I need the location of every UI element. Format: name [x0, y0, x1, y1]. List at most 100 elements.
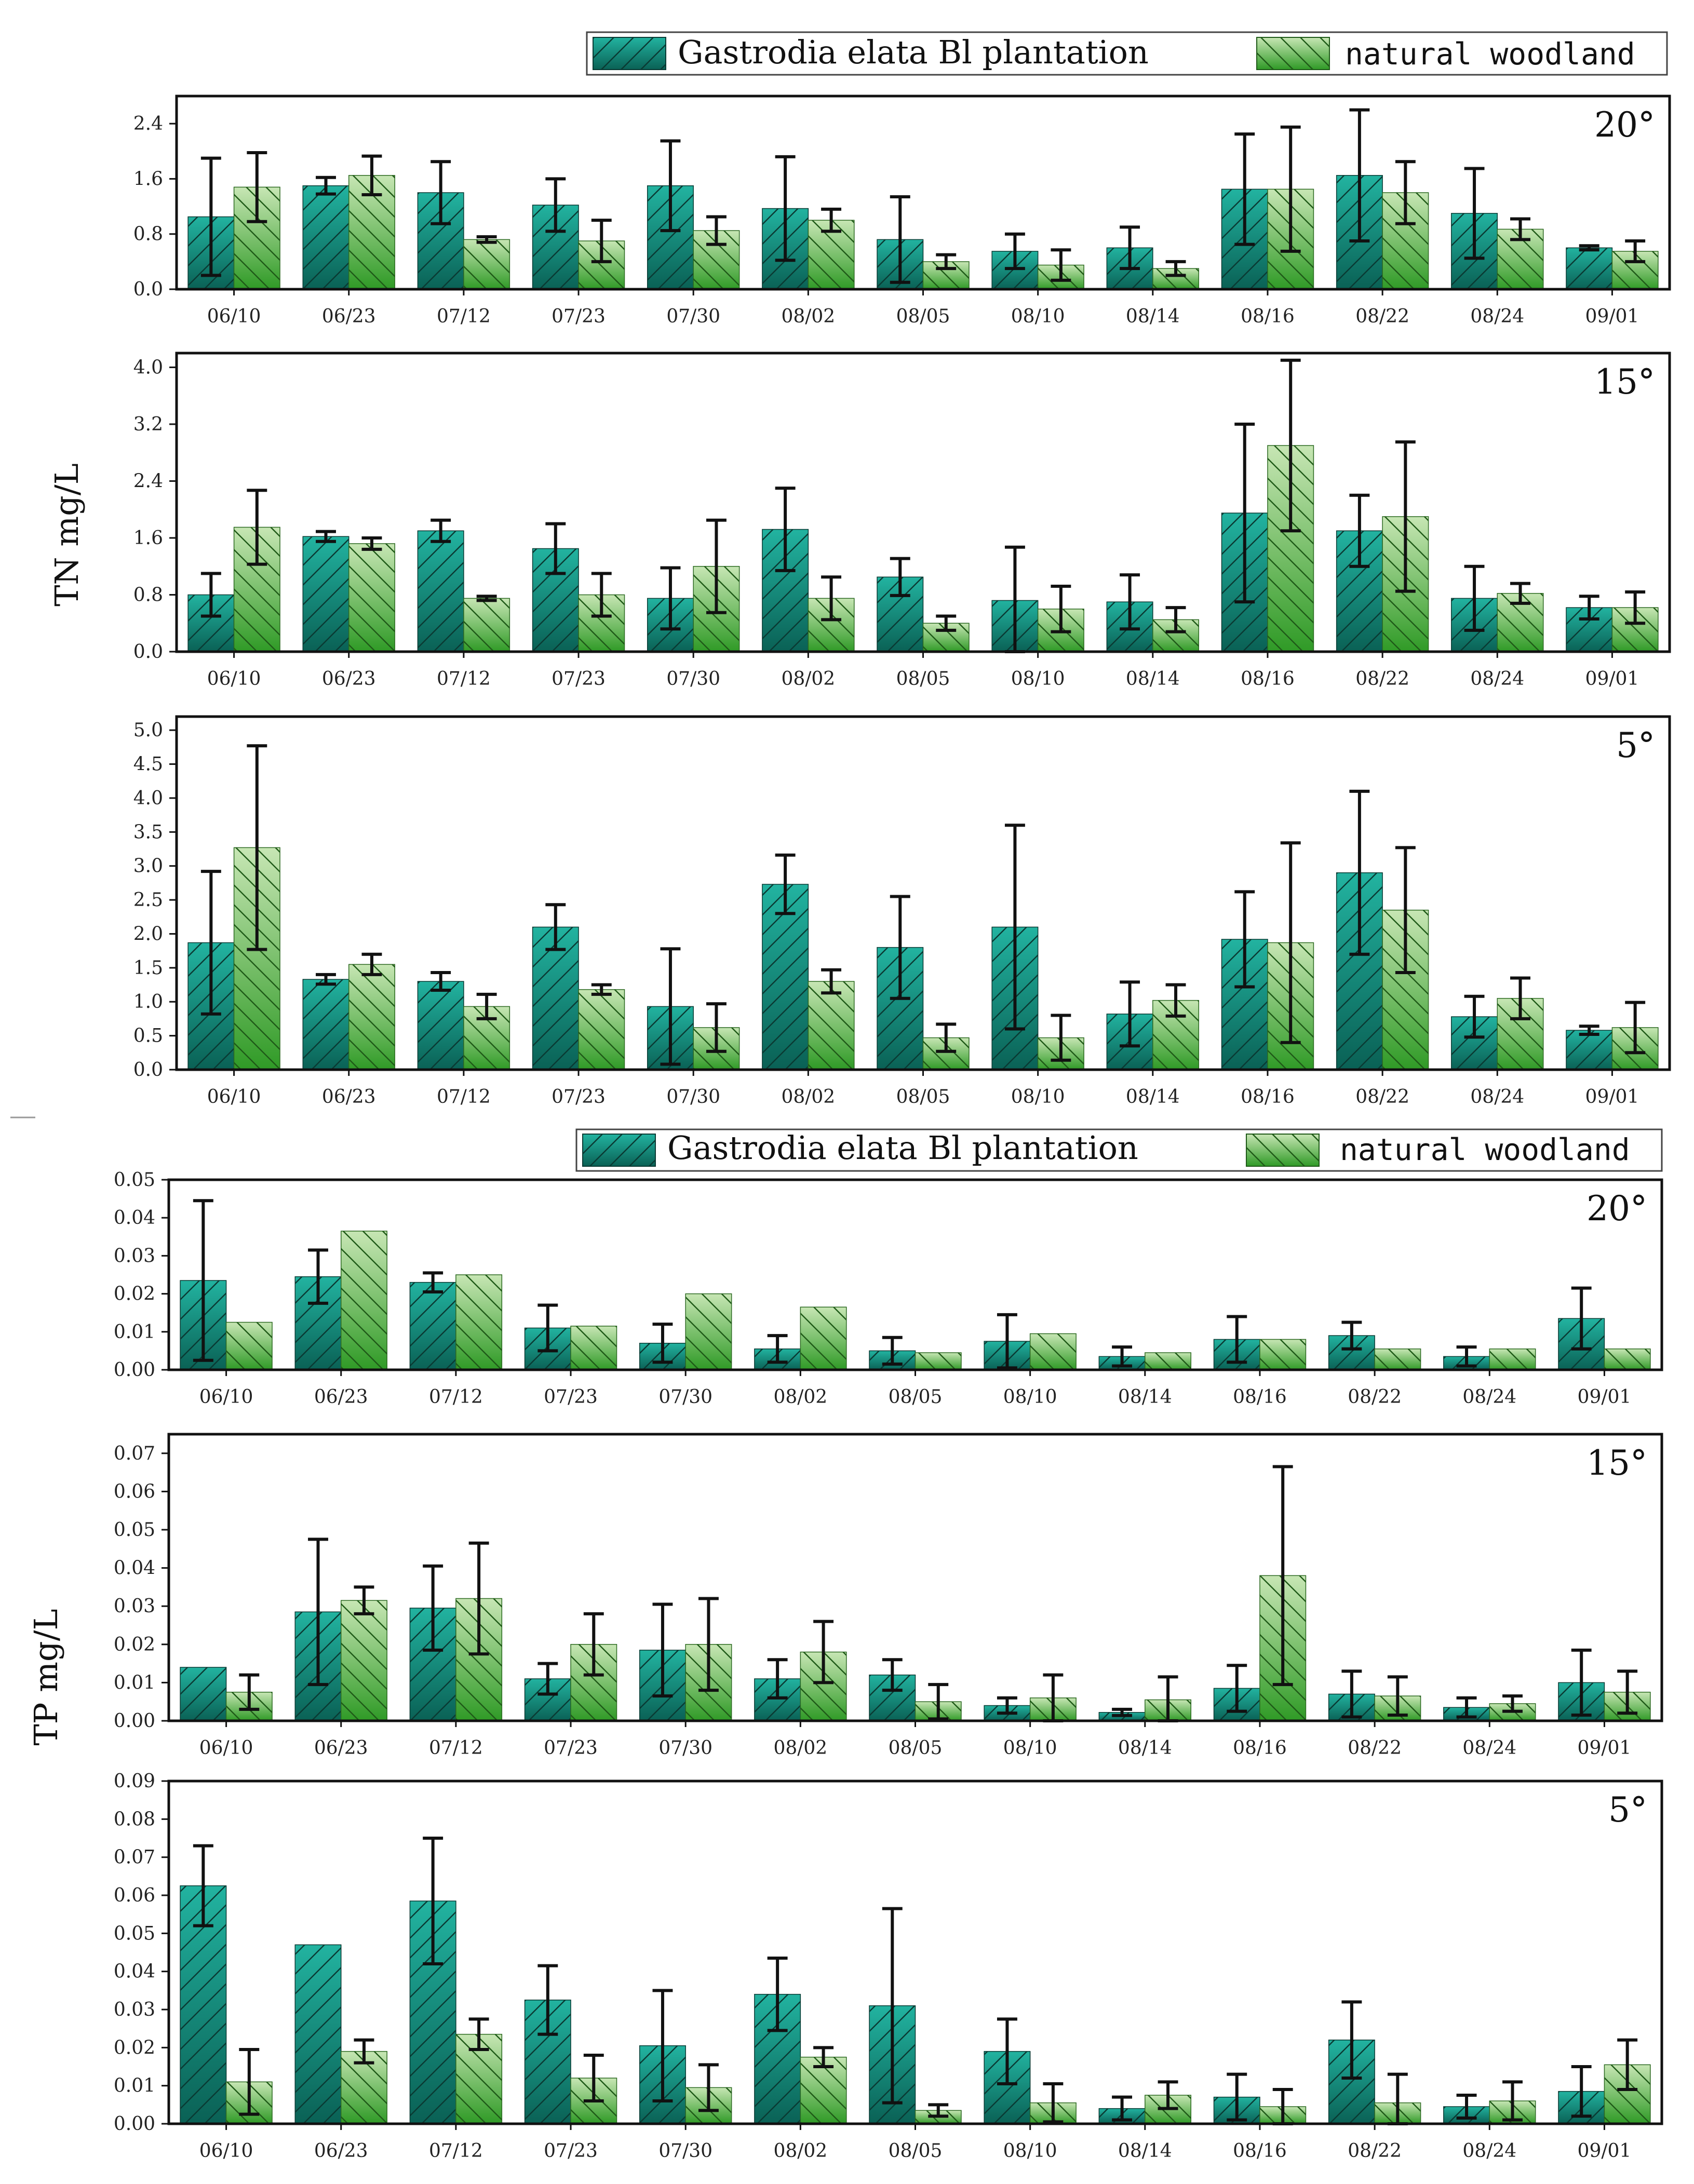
bar-hatch: [295, 1945, 341, 2124]
x-tick-label: 08/05: [896, 668, 950, 690]
x-tick-label: 08/24: [1462, 1737, 1516, 1759]
bar-hatch: [348, 543, 395, 652]
bar-hatch: [579, 989, 625, 1070]
bar-hatch: [455, 1275, 502, 1370]
bar-hatch: [915, 1353, 961, 1370]
legend-top-swatch-plantation-hatch: [593, 37, 666, 70]
x-tick-label: 06/23: [314, 2140, 368, 2162]
y-tick-label: 2.4: [133, 470, 163, 492]
y-tick-label: 1.6: [133, 528, 163, 549]
bar-hatch: [348, 964, 395, 1070]
x-tick-label: 08/05: [889, 1386, 943, 1408]
legend-bottom-label-woodland: natural woodland: [1340, 1132, 1630, 1167]
bar-hatch: [463, 598, 510, 652]
y-tick-label: 3.5: [133, 821, 163, 843]
bar-hatch: [1145, 1353, 1191, 1370]
panel-4: 0.00 0.01 0.02 0.03 0.04 0.05 06/10 06/23 07/12 0…: [114, 1169, 1663, 1408]
y-tick-label: 0.01: [114, 1672, 155, 1693]
x-tick-label: 08/14: [1118, 2140, 1172, 2162]
x-tick-label: 07/12: [437, 306, 491, 327]
panel-slope-label: 20°: [1594, 105, 1655, 145]
x-tick-label: 08/22: [1348, 1386, 1402, 1408]
bar-hatch: [762, 884, 809, 1070]
y-tick-label: 4.0: [133, 357, 163, 378]
y-tick-label: 3.0: [133, 856, 163, 877]
bar-hatch: [410, 1282, 456, 1370]
panel-slope-label: 20°: [1587, 1189, 1647, 1229]
bar-hatch: [1604, 1349, 1650, 1370]
bar-hatch: [303, 536, 349, 652]
x-tick-label: 08/05: [889, 1737, 943, 1759]
x-tick-label: 08/02: [781, 1086, 835, 1108]
x-tick-label: 07/12: [429, 1386, 483, 1408]
x-tick-label: 07/30: [658, 1737, 712, 1759]
x-tick-label: 08/10: [1011, 306, 1065, 327]
plot-frame: [175, 715, 1671, 1071]
x-tick-label: 08/22: [1348, 2140, 1402, 2162]
legend-top-label-woodland: natural woodland: [1345, 36, 1635, 72]
x-tick-label: 08/02: [773, 1737, 827, 1759]
x-tick-label: 08/14: [1118, 1737, 1172, 1759]
y-tick-label: 0.02: [114, 1634, 155, 1655]
x-tick-label: 08/24: [1470, 306, 1524, 327]
y-tick-label: 0.05: [114, 1169, 155, 1191]
x-tick-label: 07/23: [544, 2140, 598, 2162]
x-tick-label: 08/24: [1462, 1386, 1516, 1408]
x-tick-label: 07/30: [666, 668, 720, 690]
y-tick-label: 0.04: [114, 1961, 155, 1983]
x-tick-label: 08/16: [1233, 1386, 1287, 1408]
x-tick-label: 07/30: [658, 2140, 712, 2162]
x-tick-label: 08/10: [1003, 1737, 1057, 1759]
legend-top: Gastrodia elata Bl plantation natural wo…: [586, 31, 1668, 76]
x-tick-label: 06/10: [207, 668, 261, 690]
x-tick-label: 08/22: [1355, 668, 1409, 690]
x-tick-label: 08/02: [773, 1386, 827, 1408]
x-tick-label: 08/10: [1011, 1086, 1065, 1108]
legend-bottom-swatch-woodland-hatch: [1246, 1134, 1319, 1166]
x-tick-label: 08/16: [1241, 668, 1295, 690]
y-tick-label: 0.02: [114, 2037, 155, 2058]
bar-hatch: [418, 981, 464, 1070]
bar-hatch: [303, 979, 349, 1070]
y-tick-label: 0.09: [114, 1771, 155, 1792]
x-tick-label: 07/23: [544, 1386, 598, 1408]
x-tick-label: 06/23: [322, 306, 376, 327]
x-tick-label: 06/10: [199, 1737, 253, 1759]
y-tick-label: 4.0: [133, 788, 163, 809]
x-tick-label: 07/12: [437, 668, 491, 690]
y-tick-label: 0.08: [114, 1809, 155, 1830]
x-tick-label: 08/05: [896, 306, 950, 327]
y-tick-label: 0.03: [114, 1596, 155, 1617]
x-tick-label: 08/14: [1118, 1386, 1172, 1408]
y-tick-label: 0.05: [114, 1519, 155, 1541]
x-tick-label: 06/10: [207, 1086, 261, 1108]
tp-y-axis-label: TP mg/L: [27, 1609, 65, 1745]
bar-hatch: [800, 1307, 846, 1370]
x-tick-label: 08/05: [896, 1086, 950, 1108]
bar-hatch: [341, 1231, 387, 1370]
y-tick-label: 0.03: [114, 1999, 155, 2020]
bar-hatch: [800, 2057, 846, 2124]
x-tick-label: 07/30: [666, 1086, 720, 1108]
x-tick-label: 06/10: [199, 2140, 253, 2162]
x-tick-label: 08/16: [1233, 1737, 1287, 1759]
x-tick-label: 08/02: [781, 306, 835, 327]
y-tick-label: 0.02: [114, 1284, 155, 1305]
x-tick-label: 06/23: [314, 1386, 368, 1408]
y-tick-label: 0.06: [114, 1481, 155, 1502]
bar-hatch: [1566, 248, 1612, 289]
plot-frame: [167, 1178, 1663, 1371]
x-tick-label: 07/23: [552, 306, 606, 327]
y-tick-label: 0.5: [133, 1026, 163, 1047]
y-tick-label: 2.4: [133, 113, 163, 134]
bar-hatch: [808, 981, 854, 1070]
legend-bottom-swatch-plantation-hatch: [583, 1134, 655, 1166]
x-tick-label: 09/01: [1578, 1737, 1632, 1759]
x-tick-label: 08/10: [1003, 2140, 1057, 2162]
x-tick-label: 07/12: [429, 1737, 483, 1759]
x-tick-label: 07/12: [429, 2140, 483, 2162]
bar-hatch: [463, 239, 510, 289]
x-tick-label: 08/24: [1470, 668, 1524, 690]
chart-panels: 0.0 0.8 1.6 2.4 06/10 06/23 07/12 07/23 07/30 08/…: [114, 95, 1671, 2162]
legend-top-frame: [586, 31, 1668, 76]
